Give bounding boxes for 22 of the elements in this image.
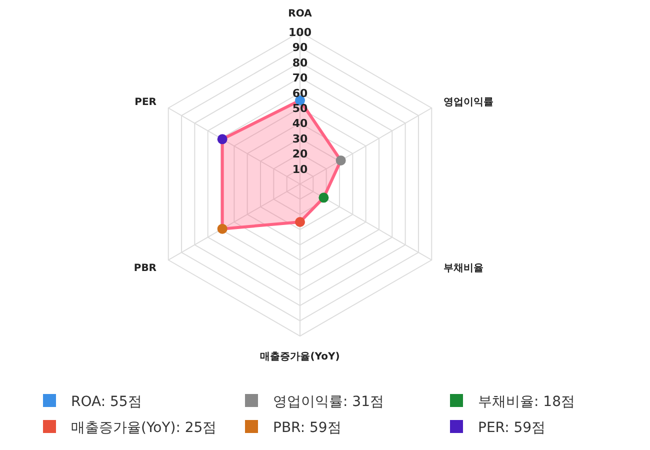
annotation: 매출증가율(YoY): 25점 (71, 420, 217, 436)
annotation: PBR: 59점 (273, 420, 342, 436)
axis-label: 매출증가율(YoY) (260, 352, 340, 363)
axis-label: PER (134, 97, 157, 108)
tick: 30 (292, 132, 308, 146)
annotation: 부채비율: 18점 (478, 394, 575, 410)
axis-label: 부채비율 (443, 262, 484, 274)
tick: 60 (292, 86, 308, 100)
tick: 70 (292, 72, 308, 85)
annotation: 영업이익률: 31점 (273, 394, 384, 410)
axis-label: 영업이익률 (443, 97, 494, 108)
tick: 50 (292, 102, 308, 115)
tick: 100 (288, 26, 312, 39)
annotation: PER: 59점 (478, 420, 546, 436)
axis-label: PBR (134, 262, 157, 274)
axis-label: ROA (288, 8, 312, 20)
tick: 10 (292, 162, 308, 176)
tick: 40 (292, 117, 308, 130)
annotation: ROA: 55점 (71, 394, 142, 410)
tick: 20 (292, 148, 308, 161)
tick: 90 (292, 41, 308, 54)
tick: 80 (292, 56, 308, 70)
